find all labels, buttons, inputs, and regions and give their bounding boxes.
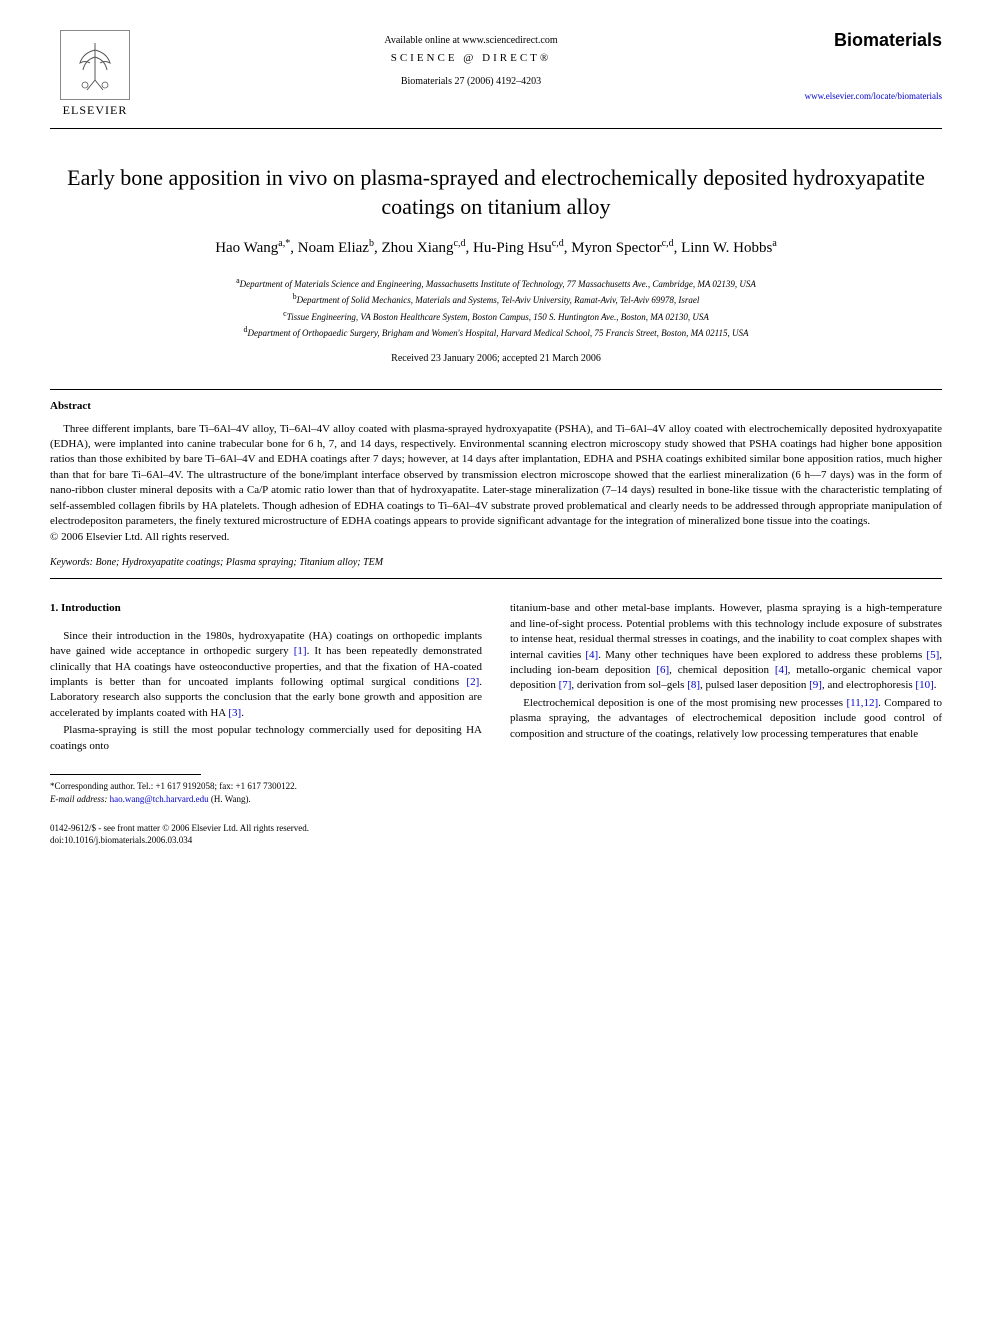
article-title: Early bone apposition in vivo on plasma-… [50,164,942,221]
title-block: Early bone apposition in vivo on plasma-… [50,164,942,260]
footer-front-matter: 0142-9612/$ - see front matter © 2006 El… [50,823,942,835]
body-paragraph: titanium-base and other metal-base impla… [510,601,942,693]
citation-line: Biomaterials 27 (2006) 4192–4203 [140,76,802,87]
abstract-top-rule [50,389,942,390]
journal-header: ELSEVIER Available online at www.science… [50,30,942,118]
journal-name: Biomaterials [802,30,942,51]
body-paragraph: Plasma-spraying is still the most popula… [50,723,482,754]
body-paragraph: Since their introduction in the 1980s, h… [50,629,482,721]
email-label: E-mail address: [50,794,107,804]
email-line: E-mail address: hao.wang@tch.harvard.edu… [50,793,482,806]
affiliation-line: dDepartment of Orthopaedic Surgery, Brig… [50,324,942,341]
authors-list: Hao Wanga,*, Noam Eliazb, Zhou Xiangc,d,… [50,236,942,260]
elsevier-tree-icon [60,30,130,100]
affiliation-line: bDepartment of Solid Mechanics, Material… [50,291,942,308]
affiliation-line: aDepartment of Materials Science and Eng… [50,275,942,292]
footer-doi: doi:10.1016/j.biomaterials.2006.03.034 [50,835,942,847]
corresponding-email[interactable]: hao.wang@tch.harvard.edu [110,794,209,804]
footer-block: 0142-9612/$ - see front matter © 2006 El… [50,823,942,846]
sciencedirect-logo: SCIENCE @ DIRECT® [140,52,802,64]
section-heading-intro: 1. Introduction [50,601,482,616]
available-online-text: Available online at www.sciencedirect.co… [140,35,802,46]
journal-block: Biomaterials www.elsevier.com/locate/bio… [802,30,942,101]
right-column: titanium-base and other metal-base impla… [510,601,942,805]
center-header: Available online at www.sciencedirect.co… [140,30,802,87]
header-rule [50,128,942,129]
abstract-copyright: © 2006 Elsevier Ltd. All rights reserved… [50,531,942,543]
corresponding-author-line: *Corresponding author. Tel.: +1 617 9192… [50,780,482,793]
journal-url[interactable]: www.elsevier.com/locate/biomaterials [802,91,942,101]
corresponding-footnote: *Corresponding author. Tel.: +1 617 9192… [50,780,482,805]
received-dates: Received 23 January 2006; accepted 21 Ma… [50,353,942,364]
email-tail: (H. Wang). [211,794,251,804]
abstract-bottom-rule [50,578,942,579]
affiliations: aDepartment of Materials Science and Eng… [50,275,942,341]
left-column: 1. Introduction Since their introduction… [50,601,482,805]
abstract-heading: Abstract [50,400,942,412]
elsevier-label: ELSEVIER [63,103,128,118]
body-paragraph: Electrochemical deposition is one of the… [510,696,942,742]
footnote-rule [50,774,201,775]
abstract-body: Three different implants, bare Ti–6Al–4V… [50,422,942,530]
keywords-line: Keywords: Bone; Hydroxyapatite coatings;… [50,557,942,568]
elsevier-logo-block: ELSEVIER [50,30,140,118]
body-columns: 1. Introduction Since their introduction… [50,601,942,805]
affiliation-line: cTissue Engineering, VA Boston Healthcar… [50,308,942,325]
